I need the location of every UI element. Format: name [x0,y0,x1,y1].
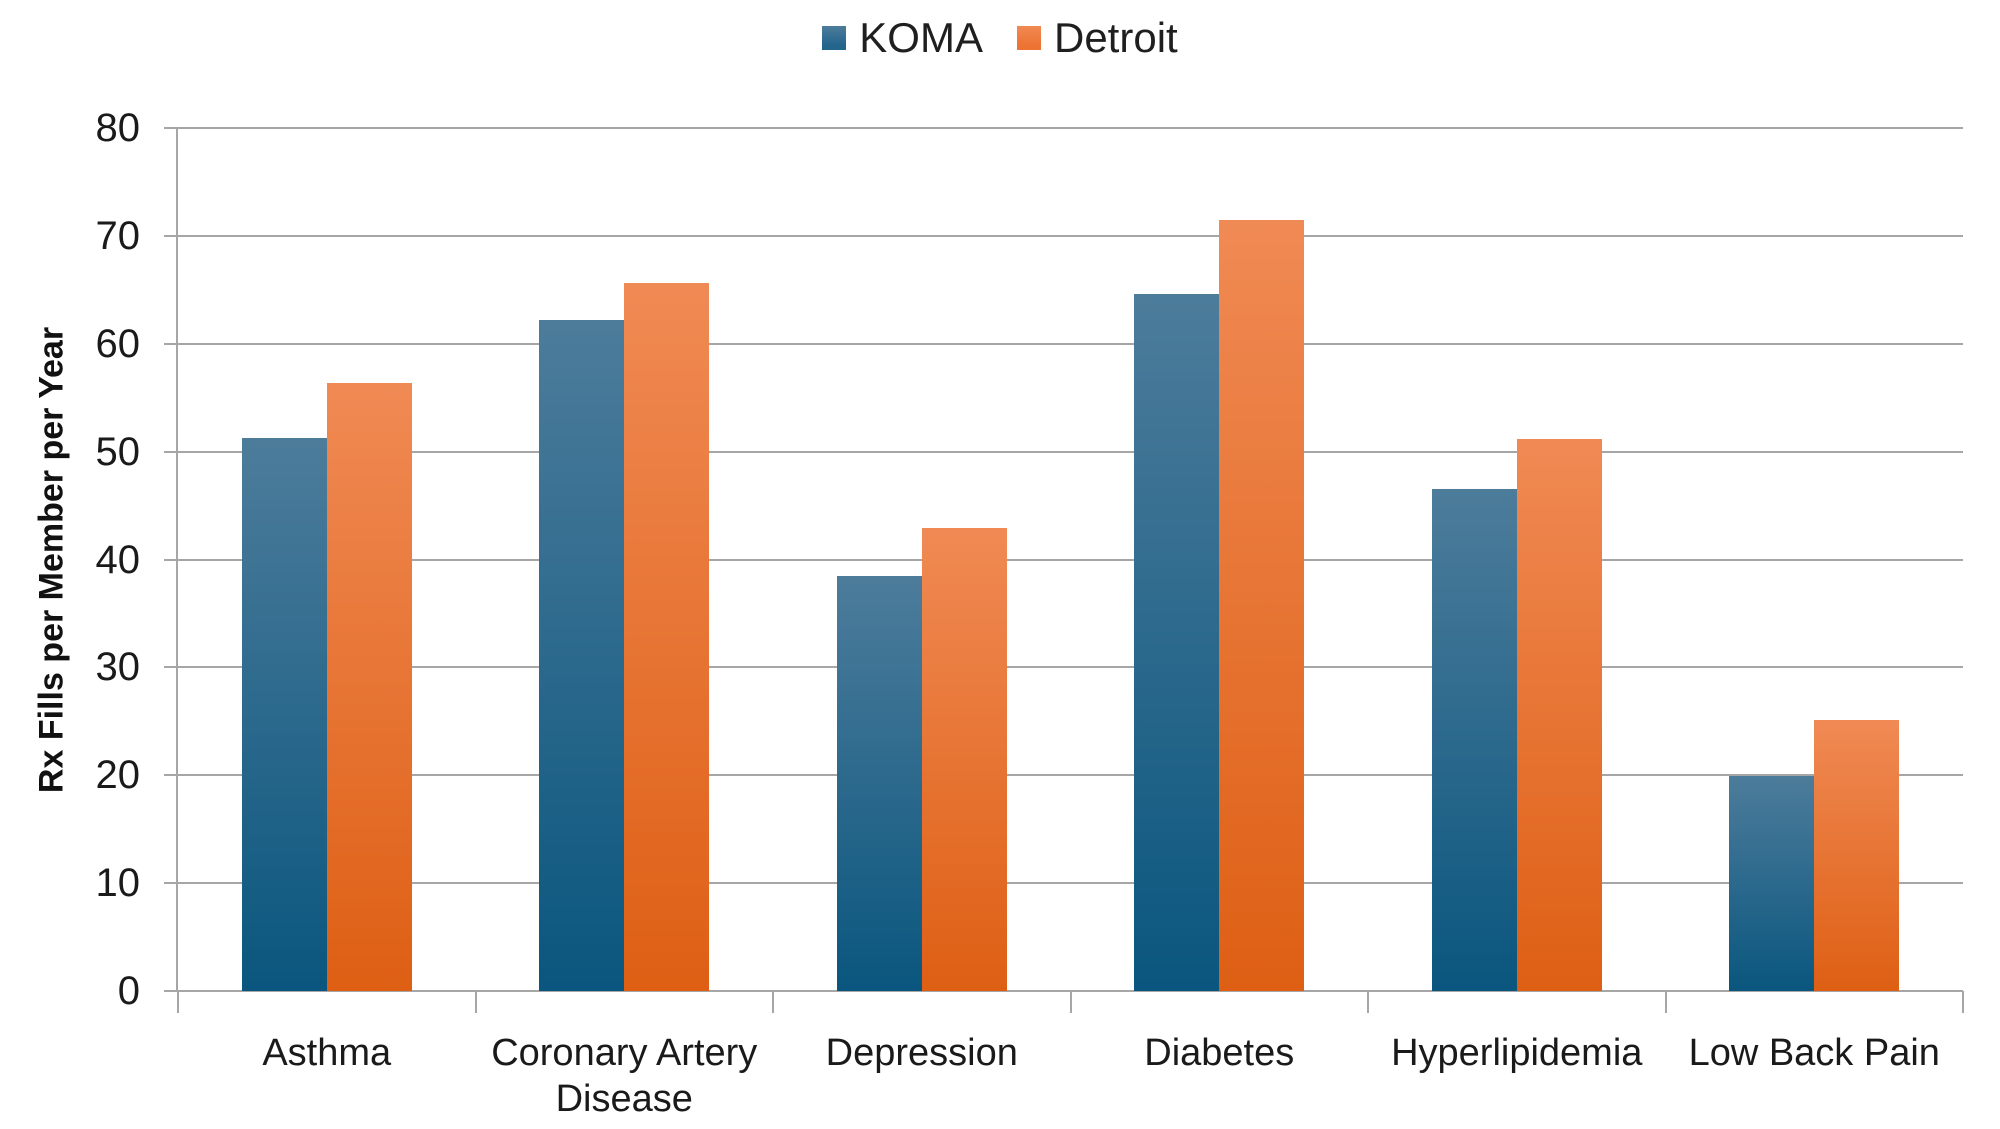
bar-detroit-depression [921,528,1007,991]
legend-swatch-detroit [1016,26,1041,50]
bar-detroit-asthma [326,382,412,991]
y-tick-label-70: 70 [95,213,141,258]
y-tick-label-60: 60 [95,321,141,366]
bar-koma-asthma [241,437,327,991]
x-tick-mark-3 [1069,991,1072,1013]
x-tick-mark-0 [177,991,179,1013]
y-tick-label-20: 20 [95,753,141,798]
y-tick-label-30: 30 [95,645,141,690]
y-tick-label-80: 80 [95,106,141,150]
legend-label-koma: KOMA [859,14,983,61]
x-axis-label-low-back-pain: Low Back Pain [1688,1032,1940,1074]
legend-swatch-koma [822,26,847,50]
y-tick-mark-50 [164,450,178,453]
bar-koma-diabetes [1134,294,1220,991]
y-tick-mark-80 [164,127,178,129]
legend-item-koma: KOMA [822,17,983,59]
x-axis-label-depression: Depression [825,1032,1018,1074]
y-tick-label-40: 40 [95,537,141,582]
gridline-20 [178,774,1963,777]
legend-label-detroit: Detroit [1053,14,1178,61]
x-tick-mark-4 [1367,991,1369,1013]
y-tick-mark-40 [164,558,178,561]
y-tick-mark-30 [164,666,178,669]
legend-item-detroit: Detroit [1016,14,1178,61]
y-tick-mark-60 [164,342,178,345]
y-tick-mark-70 [164,234,178,237]
y-tick-mark-0 [164,990,178,992]
bar-detroit-hyperlipidemia [1516,438,1602,991]
gridline-60 [178,342,1963,345]
x-tick-mark-1 [474,991,477,1013]
y-tick-mark-20 [164,774,178,777]
gridline-80 [178,127,1963,129]
bar-koma-coronary-artery-disease [539,320,625,991]
gridline-40 [178,558,1963,561]
bar-detroit-diabetes [1219,219,1305,991]
y-tick-label-0: 0 [117,969,140,1013]
x-tick-mark-6 [1962,991,1964,1013]
y-tick-label-50: 50 [95,429,141,474]
y-tick-label-10: 10 [95,861,141,906]
x-axis-label-coronary-artery-disease: Coronary Artery Disease [491,1032,758,1120]
bar-koma-depression [836,575,922,991]
gridline-30 [178,666,1963,669]
gridline-70 [178,234,1963,237]
y-tick-mark-10 [164,882,178,885]
chart-legend: KOMA Detroit [0,12,2000,64]
bar-detroit-low-back-pain [1814,720,1900,991]
gridline-10 [178,882,1963,885]
x-axis-label-asthma: Asthma [262,1032,392,1074]
bar-koma-low-back-pain [1729,776,1815,991]
x-tick-mark-2 [772,991,774,1013]
x-tick-mark-5 [1664,991,1667,1013]
gridline-50 [178,450,1963,453]
x-axis-label-hyperlipidemia: Hyperlipidemia [1391,1032,1643,1074]
y-axis-line [176,128,178,991]
bar-koma-hyperlipidemia [1431,489,1517,991]
x-axis-label-diabetes: Diabetes [1144,1032,1295,1074]
bar-detroit-coronary-artery-disease [624,283,710,991]
